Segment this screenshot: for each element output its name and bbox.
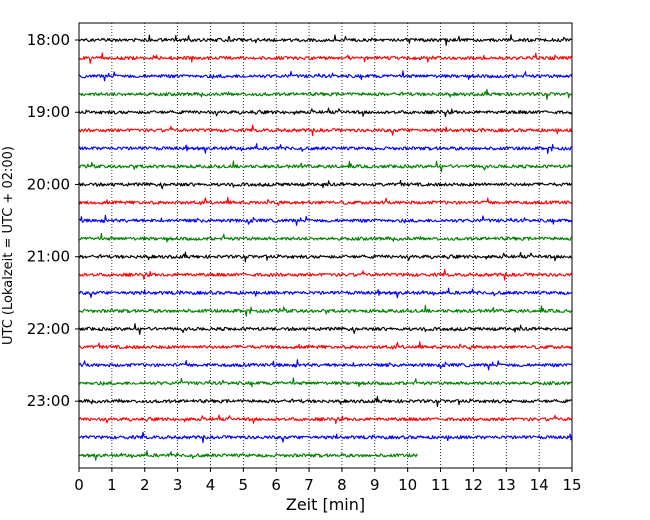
trace-2045 [78,232,572,243]
trace-2130 [78,287,572,299]
plot-frame [78,22,573,469]
trace-2000 [78,179,573,190]
y-tick-label: 22:00 [27,320,70,338]
y-axis-label: UTC (Lokalzeit = UTC + 02:00) [1,146,16,345]
trace-1845 [78,88,573,100]
trace-2345 [78,450,418,461]
trace-2145 [78,304,572,317]
y-tick-label: 20:00 [27,175,70,193]
y-tick-label: 19:00 [27,103,70,121]
trace-2230 [78,359,573,371]
x-tick-label: 0 [74,476,84,494]
x-tick-label: 2 [140,476,150,494]
trace-1900 [78,107,573,118]
seismogram-traces [78,34,573,461]
x-axis-label: Zeit [min] [286,495,365,514]
x-tick-label: 1 [107,476,117,494]
y-tick-label: 21:00 [27,248,70,266]
x-tick-label: 14 [530,476,549,494]
trace-1800 [78,34,572,46]
x-tick-label: 12 [464,476,483,494]
y-tick-label: 18:00 [27,31,70,49]
trace-2200 [78,323,573,335]
x-tick-label: 15 [562,476,581,494]
y-tick-label: 23:00 [27,392,70,410]
x-tick-label: 8 [337,476,347,494]
trace-2115 [78,269,573,281]
trace-2215 [78,341,573,351]
x-tick-label: 13 [497,476,516,494]
trace-2315 [78,414,573,425]
x-tick-label: 5 [239,476,249,494]
x-tick-label: 3 [173,476,183,494]
trace-2015 [78,196,573,206]
x-tick-label: 10 [398,476,417,494]
trace-2330 [78,431,573,444]
trace-1945 [78,160,573,173]
x-tick-label: 7 [304,476,314,494]
x-axis-ticks: 0 1 2 3 4 5 6 7 8 9 10 11 12 13 14 15 [74,468,582,494]
trace-2300 [78,395,572,407]
trace-1930 [78,143,572,155]
trace-2030 [78,214,573,226]
x-tick-label: 6 [271,476,281,494]
trace-1815 [78,52,572,64]
trace-1915 [78,124,573,137]
y-axis-ticks: 18:00 19:00 20:00 21:00 22:00 23:00 [27,31,79,410]
vertical-gridlines [111,23,540,468]
trace-2245 [78,377,573,388]
x-tick-label: 11 [431,476,450,494]
trace-1830 [78,70,573,82]
x-tick-label: 9 [370,476,380,494]
x-tick-label: 4 [206,476,216,494]
trace-2100 [78,251,573,263]
